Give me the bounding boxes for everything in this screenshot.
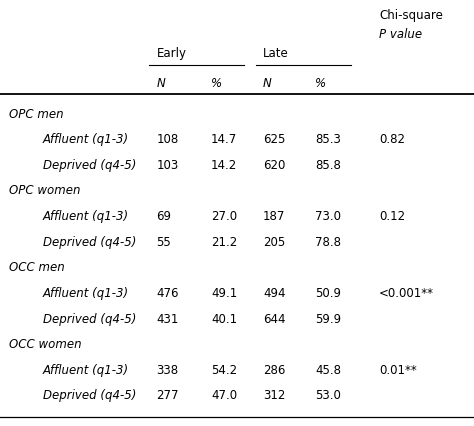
Text: <0.001**: <0.001** bbox=[379, 286, 434, 299]
Text: P value: P value bbox=[379, 28, 422, 40]
Text: 0.12: 0.12 bbox=[379, 210, 405, 222]
Text: N: N bbox=[156, 77, 165, 89]
Text: %: % bbox=[211, 77, 222, 89]
Text: OPC women: OPC women bbox=[9, 184, 81, 197]
Text: Early: Early bbox=[156, 47, 186, 60]
Text: Chi-square: Chi-square bbox=[379, 9, 443, 21]
Text: 644: 644 bbox=[263, 312, 285, 325]
Text: 108: 108 bbox=[156, 133, 179, 146]
Text: 14.2: 14.2 bbox=[211, 158, 237, 171]
Text: N: N bbox=[263, 77, 272, 89]
Text: 0.01**: 0.01** bbox=[379, 363, 417, 376]
Text: 625: 625 bbox=[263, 133, 285, 146]
Text: 14.7: 14.7 bbox=[211, 133, 237, 146]
Text: 50.9: 50.9 bbox=[315, 286, 341, 299]
Text: %: % bbox=[315, 77, 326, 89]
Text: 55: 55 bbox=[156, 235, 171, 248]
Text: OCC men: OCC men bbox=[9, 261, 65, 273]
Text: 277: 277 bbox=[156, 389, 179, 401]
Text: 69: 69 bbox=[156, 210, 172, 222]
Text: 85.8: 85.8 bbox=[315, 158, 341, 171]
Text: Late: Late bbox=[263, 47, 289, 60]
Text: 476: 476 bbox=[156, 286, 179, 299]
Text: 620: 620 bbox=[263, 158, 285, 171]
Text: 187: 187 bbox=[263, 210, 285, 222]
Text: Deprived (q4-5): Deprived (q4-5) bbox=[43, 235, 136, 248]
Text: 312: 312 bbox=[263, 389, 285, 401]
Text: 40.1: 40.1 bbox=[211, 312, 237, 325]
Text: 49.1: 49.1 bbox=[211, 286, 237, 299]
Text: 47.0: 47.0 bbox=[211, 389, 237, 401]
Text: Affluent (q1-3): Affluent (q1-3) bbox=[43, 286, 129, 299]
Text: 431: 431 bbox=[156, 312, 179, 325]
Text: Deprived (q4-5): Deprived (q4-5) bbox=[43, 158, 136, 171]
Text: 338: 338 bbox=[156, 363, 179, 376]
Text: 103: 103 bbox=[156, 158, 179, 171]
Text: 59.9: 59.9 bbox=[315, 312, 341, 325]
Text: 205: 205 bbox=[263, 235, 285, 248]
Text: 53.0: 53.0 bbox=[315, 389, 341, 401]
Text: 78.8: 78.8 bbox=[315, 235, 341, 248]
Text: Affluent (q1-3): Affluent (q1-3) bbox=[43, 363, 129, 376]
Text: 286: 286 bbox=[263, 363, 285, 376]
Text: 54.2: 54.2 bbox=[211, 363, 237, 376]
Text: 27.0: 27.0 bbox=[211, 210, 237, 222]
Text: 21.2: 21.2 bbox=[211, 235, 237, 248]
Text: 45.8: 45.8 bbox=[315, 363, 341, 376]
Text: 0.82: 0.82 bbox=[379, 133, 405, 146]
Text: OPC men: OPC men bbox=[9, 107, 64, 120]
Text: 85.3: 85.3 bbox=[315, 133, 341, 146]
Text: Affluent (q1-3): Affluent (q1-3) bbox=[43, 210, 129, 222]
Text: Deprived (q4-5): Deprived (q4-5) bbox=[43, 312, 136, 325]
Text: OCC women: OCC women bbox=[9, 337, 82, 350]
Text: 494: 494 bbox=[263, 286, 285, 299]
Text: Affluent (q1-3): Affluent (q1-3) bbox=[43, 133, 129, 146]
Text: Deprived (q4-5): Deprived (q4-5) bbox=[43, 389, 136, 401]
Text: 73.0: 73.0 bbox=[315, 210, 341, 222]
